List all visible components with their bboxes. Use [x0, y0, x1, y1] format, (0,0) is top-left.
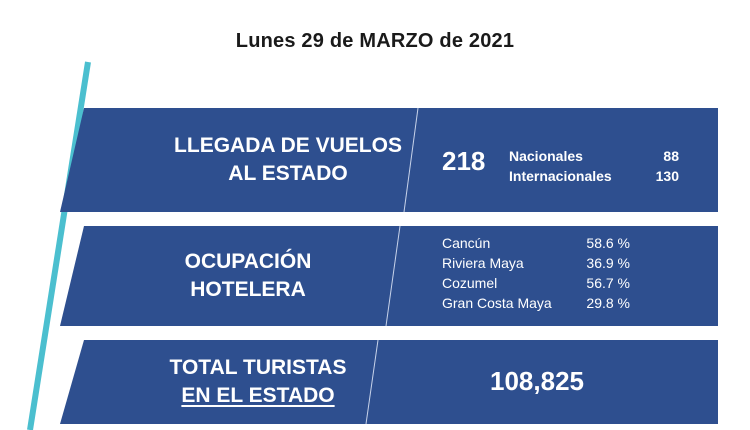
list-item: Cozumel 56.7 % — [442, 273, 630, 293]
occupancy-value: 36.9 % — [586, 255, 630, 271]
tourists-label: TOTAL TURISTAS EN EL ESTADO — [138, 354, 378, 410]
flight-count: 130 — [655, 168, 679, 184]
occupancy-value: 29.8 % — [586, 295, 630, 311]
flights-panel: LLEGADA DE VUELOS AL ESTADO 218 Nacional… — [60, 108, 718, 212]
flights-label: LLEGADA DE VUELOS AL ESTADO — [158, 132, 418, 188]
panel-divider — [385, 226, 401, 326]
occupancy-value: 58.6 % — [586, 235, 630, 251]
destination-label: Cozumel — [442, 275, 498, 291]
flights-total: 218 — [442, 146, 486, 176]
panel-divider — [403, 108, 419, 212]
flights-label-line2: AL ESTADO — [228, 162, 348, 185]
panel-divider — [365, 340, 379, 424]
flights-breakdown: Nacionales 88 Internacionales 130 — [509, 146, 679, 186]
flight-count: 88 — [663, 148, 679, 164]
destination-label: Cancún — [442, 235, 491, 251]
list-item: Gran Costa Maya 29.8 % — [442, 293, 630, 313]
page-title: Lunes 29 de MARZO de 2021 — [235, 30, 515, 52]
list-item: Internacionales 130 — [509, 166, 679, 186]
occupancy-panel: OCUPACIÓN HOTELERA Cancún 58.6 % Riviera… — [60, 226, 718, 326]
flight-type-label: Nacionales — [509, 148, 583, 164]
occupancy-breakdown: Cancún 58.6 % Riviera Maya 36.9 % Cozume… — [442, 233, 630, 313]
destination-label: Gran Costa Maya — [442, 295, 552, 311]
list-item: Cancún 58.6 % — [442, 233, 630, 253]
occupancy-label-line2: HOTELERA — [190, 278, 306, 301]
list-item: Nacionales 88 — [509, 146, 679, 166]
flight-type-label: Internacionales — [509, 168, 612, 184]
tourists-total: 108,825 — [490, 366, 584, 396]
tourists-panel: TOTAL TURISTAS EN EL ESTADO 108,825 — [60, 340, 718, 424]
occupancy-label-line1: OCUPACIÓN — [184, 250, 312, 273]
tourists-label-line2: EN EL ESTADO — [181, 384, 335, 407]
list-item: Riviera Maya 36.9 % — [442, 253, 630, 273]
occupancy-value: 56.7 % — [586, 275, 630, 291]
flights-label-line1: LLEGADA DE VUELOS — [174, 134, 402, 157]
occupancy-label: OCUPACIÓN HOTELERA — [128, 248, 368, 304]
tourists-label-line1: TOTAL TURISTAS — [169, 356, 347, 379]
destination-label: Riviera Maya — [442, 255, 524, 271]
